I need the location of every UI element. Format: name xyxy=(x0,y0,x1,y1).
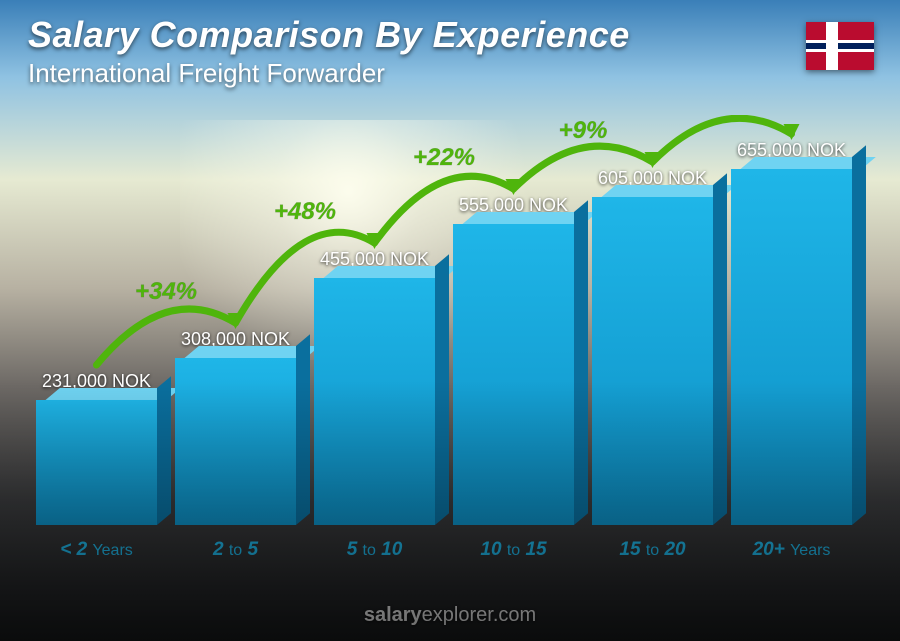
bars-container: 231,000 NOK308,000 NOK455,000 NOK555,000… xyxy=(36,115,852,525)
bar-3d xyxy=(731,169,852,525)
bar-3d xyxy=(592,197,713,525)
bar-column: 308,000 NOK xyxy=(175,329,296,525)
bar-3d xyxy=(314,278,435,525)
footer-brand-light: explorer.com xyxy=(422,604,537,626)
x-axis-label: 10 to 15 xyxy=(453,539,574,561)
x-labels-container: < 2 Years 2 to 5 5 to 10 10 to 15 15 to 20 20… xyxy=(36,539,852,561)
x-axis-label: 15 to 20 xyxy=(592,539,713,561)
page-title: Salary Comparison By Experience xyxy=(28,14,630,56)
bar-column: 605,000 NOK xyxy=(592,168,713,525)
norway-flag-icon xyxy=(806,22,874,70)
bar-3d xyxy=(36,400,157,525)
bar-column: 231,000 NOK xyxy=(36,371,157,525)
x-axis-label: 20+ Years xyxy=(731,539,852,561)
infographic-stage: Salary Comparison By Experience Internat… xyxy=(0,0,900,641)
x-axis-label: < 2 Years xyxy=(36,539,157,561)
salary-bar-chart: 231,000 NOK308,000 NOK455,000 NOK555,000… xyxy=(36,115,852,555)
bar-column: 655,000 NOK xyxy=(731,140,852,525)
bar-3d xyxy=(175,358,296,525)
bar-column: 555,000 NOK xyxy=(453,195,574,525)
footer-attribution: salaryexplorer.com xyxy=(0,604,900,627)
x-axis-label: 2 to 5 xyxy=(175,539,296,561)
x-axis-label: 5 to 10 xyxy=(314,539,435,561)
page-subtitle: International Freight Forwarder xyxy=(28,58,630,89)
title-block: Salary Comparison By Experience Internat… xyxy=(28,14,630,89)
footer-brand-bold: salary xyxy=(364,604,422,626)
bar-3d xyxy=(453,224,574,525)
bar-column: 455,000 NOK xyxy=(314,249,435,525)
